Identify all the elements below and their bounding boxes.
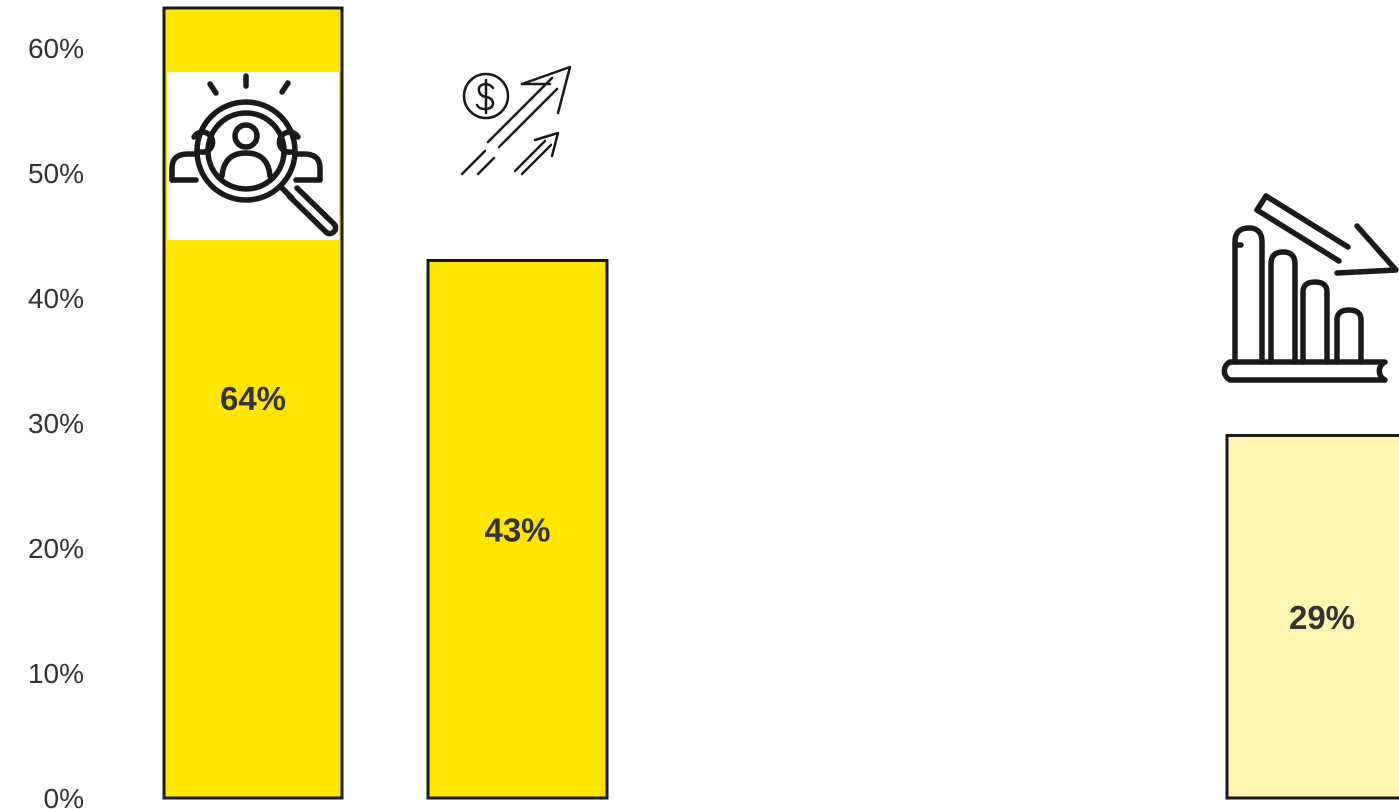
data-labels: 64% 43% 29%	[220, 380, 1355, 636]
data-label-1: 43%	[484, 511, 550, 548]
y-tick-label-4: 40%	[28, 283, 84, 314]
dollar-growth-arrow-icon	[460, 65, 572, 176]
y-tick-label-5: 50%	[28, 158, 84, 189]
bar-2	[1225, 434, 1399, 800]
y-tick-label-2: 20%	[28, 533, 84, 564]
y-tick-label-3: 30%	[28, 408, 84, 439]
y-tick-label-1: 10%	[28, 658, 84, 689]
data-label-0: 64%	[220, 380, 286, 417]
y-axis: 0% 10% 20% 30% 40% 50% 60%	[28, 33, 84, 809]
person-search-icon	[167, 72, 339, 240]
bar-1	[426, 259, 609, 800]
bar-chart-decline-icon	[1221, 193, 1399, 383]
y-tick-label-6: 60%	[28, 33, 84, 64]
y-tick-label-0: 0%	[44, 783, 84, 809]
data-label-2: 29%	[1289, 599, 1355, 636]
bars	[162, 6, 1399, 800]
